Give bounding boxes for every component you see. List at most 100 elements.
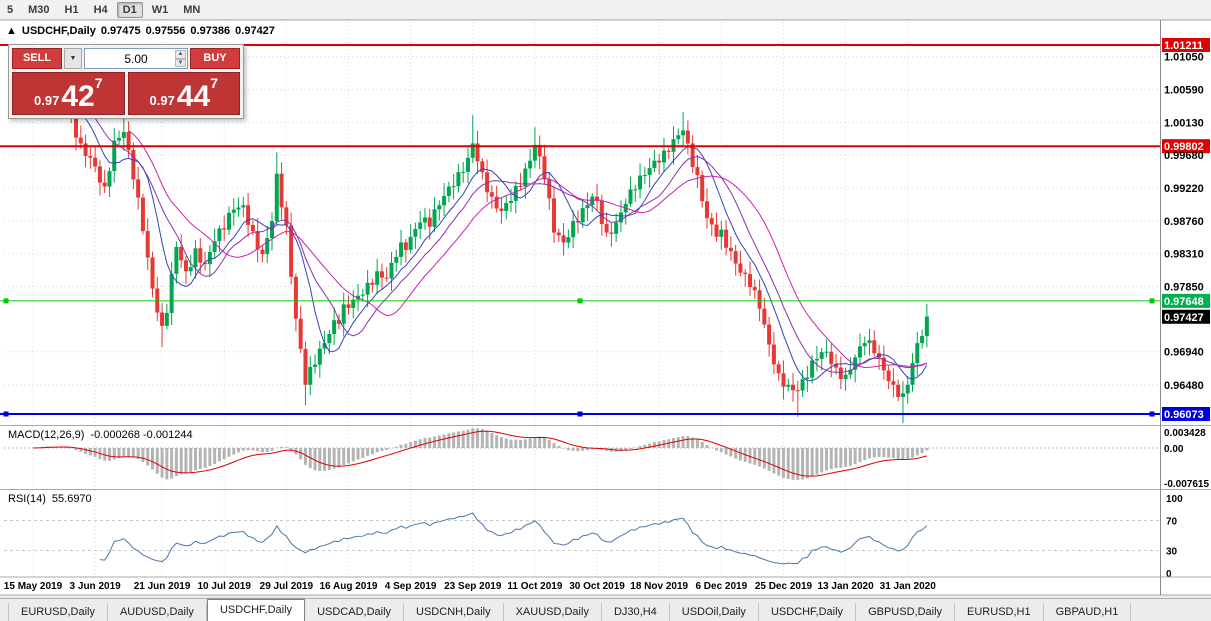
macd-panel: 0.003428 0.00 -0.007615: [4, 428, 1209, 490]
moving-average-8: [66, 94, 928, 382]
svg-text:3 Jun 2019: 3 Jun 2019: [70, 581, 122, 592]
sell-price-pip: 7: [94, 75, 103, 91]
svg-text:15 May 2019: 15 May 2019: [4, 581, 63, 592]
svg-text:25 Dec 2019: 25 Dec 2019: [755, 581, 813, 592]
sell-price-big: 42: [61, 80, 95, 113]
sell-price-prefix: 0.97: [34, 93, 60, 108]
moving-average-21: [128, 130, 928, 368]
timeframe-button-mn[interactable]: MN: [183, 3, 201, 16]
svg-text:0.97850: 0.97850: [1164, 281, 1204, 293]
buy-price-prefix: 0.97: [149, 93, 175, 108]
svg-text:0.98760: 0.98760: [1164, 216, 1204, 228]
volume-value: 5.00: [124, 51, 148, 66]
svg-text:6 Dec 2019: 6 Dec 2019: [695, 581, 747, 592]
rsi-panel: 100 70 30 0: [4, 494, 1183, 580]
timeframe-button-h1[interactable]: H1: [64, 3, 79, 16]
sell-button[interactable]: SELL: [12, 48, 62, 69]
svg-text:1.01050: 1.01050: [1164, 52, 1204, 64]
chart-tab-gbpaud-h1[interactable]: GBPAUD,H1: [1044, 603, 1132, 621]
svg-text:30 Oct 2019: 30 Oct 2019: [569, 581, 625, 592]
chart-shift-marker-icon: ▲: [6, 25, 17, 37]
price-badge-0.97427: [1162, 309, 1210, 324]
chart-tab-bar: EURUSD,Daily AUDUSD,Daily USDCHF,Daily USDC…: [0, 598, 1211, 621]
svg-text:0.00: 0.00: [1164, 444, 1184, 455]
svg-text:0.96940: 0.96940: [1164, 347, 1204, 359]
price-badge-0.96073: [1162, 407, 1210, 422]
macd-indicator-label: MACD(12,26,9) -0.000268 -0.001244: [8, 429, 199, 441]
buy-price-big: 44: [176, 80, 211, 113]
timeframe-button-w1[interactable]: W1: [151, 3, 169, 16]
moving-average-13: [89, 113, 928, 374]
svg-text:31 Jan 2020: 31 Jan 2020: [880, 581, 937, 592]
stepper-down-icon[interactable]: ▼: [175, 58, 186, 67]
ohlc-high: 0.97556: [145, 25, 186, 37]
volume-dropdown-button[interactable]: ▼: [64, 48, 82, 69]
svg-text:18 Nov 2019: 18 Nov 2019: [630, 581, 688, 592]
sell-price-display[interactable]: 0.97 42 7: [12, 72, 125, 115]
rsi-name: RSI(14): [8, 493, 46, 505]
one-click-trading-panel: SELL ▼ 5.00 ▲ ▼ BUY 0.97 42 7 0.97 44 7: [8, 44, 244, 119]
chart-tab-gbpusd-daily[interactable]: GBPUSD,Daily: [856, 603, 956, 621]
timeframe-button-d1[interactable]: D1: [116, 1, 143, 18]
macd-values: -0.000268 -0.001244: [90, 429, 193, 441]
chart-tab-usdchf-daily[interactable]: USDCHF,Daily: [206, 599, 306, 621]
svg-text:0.97648: 0.97648: [1164, 296, 1204, 308]
svg-text:1.00590: 1.00590: [1164, 85, 1204, 97]
volume-input[interactable]: 5.00 ▲ ▼: [84, 48, 188, 69]
svg-text:0.99680: 0.99680: [1164, 150, 1204, 162]
svg-text:1.01211: 1.01211: [1164, 40, 1203, 52]
timeframe-button-5[interactable]: 5: [7, 3, 14, 16]
svg-text:16 Aug 2019: 16 Aug 2019: [319, 581, 377, 592]
svg-text:4 Sep 2019: 4 Sep 2019: [385, 581, 437, 592]
svg-text:0.97427: 0.97427: [1164, 312, 1204, 324]
svg-text:0.98310: 0.98310: [1164, 248, 1204, 260]
ohlc-low: 0.97386: [190, 25, 231, 37]
chevron-down-icon: ▼: [69, 55, 77, 62]
svg-text:0.96073: 0.96073: [1164, 409, 1204, 421]
ohlc-open: 0.97475: [100, 25, 141, 37]
svg-text:-0.007615: -0.007615: [1164, 479, 1209, 490]
svg-text:0.99220: 0.99220: [1164, 183, 1204, 195]
date-axis: 15 May 2019 3 Jun 2019 21 Jun 2019 10 Jul 2…: [4, 581, 936, 592]
price-badge-0.97648: [1162, 293, 1210, 308]
chart-tab-eurusd-daily[interactable]: EURUSD,Daily: [8, 603, 108, 621]
svg-text:100: 100: [1166, 494, 1183, 505]
svg-text:21 Jun 2019: 21 Jun 2019: [134, 581, 191, 592]
stepper-up-icon[interactable]: ▲: [175, 50, 186, 59]
buy-price-display[interactable]: 0.97 44 7: [127, 72, 240, 115]
chart-tab-usdcad-daily[interactable]: USDCAD,Daily: [305, 603, 405, 621]
chart-symbol-label: USDCHF,Daily: [21, 25, 96, 37]
svg-text:0.003428: 0.003428: [1164, 428, 1206, 439]
svg-text:1.00130: 1.00130: [1164, 118, 1204, 130]
price-badge-1.01211: [1162, 38, 1210, 52]
svg-text:70: 70: [1166, 517, 1178, 528]
rsi-value: 55.6970: [51, 493, 92, 505]
svg-text:10 Jul 2019: 10 Jul 2019: [198, 581, 252, 592]
horizontal-level-lines[interactable]: [0, 44, 1160, 417]
chart-tab-usdchf-daily[interactable]: USDCHF,Daily: [759, 603, 857, 621]
chart-tab-audusd-daily[interactable]: AUDUSD,Daily: [108, 603, 207, 621]
chart-tab-xauusd-daily[interactable]: XAUUSD,Daily: [504, 603, 602, 621]
chart-tab-eurusd-h1[interactable]: EURUSD,H1: [955, 603, 1044, 621]
svg-text:0: 0: [1166, 569, 1172, 580]
rsi-indicator-label: RSI(14) 55.6970: [8, 493, 98, 505]
svg-text:0.99802: 0.99802: [1164, 141, 1204, 153]
macd-name: MACD(12,26,9): [8, 429, 85, 441]
svg-text:30: 30: [1166, 547, 1178, 558]
price-badge-0.99802: [1162, 139, 1210, 154]
svg-text:13 Jan 2020: 13 Jan 2020: [818, 581, 875, 592]
timeframe-button-m30[interactable]: M30: [28, 3, 50, 16]
chart-symbol-header: ▲ USDCHF,Daily 0.97475 0.97556 0.97386 0.9742…: [6, 25, 280, 37]
buy-button[interactable]: BUY: [190, 48, 240, 69]
chart-tab-usdcnh-daily[interactable]: USDCNH,Daily: [404, 603, 504, 621]
ohlc-close: 0.97427: [235, 25, 275, 37]
timeframe-button-h4[interactable]: H4: [93, 3, 108, 16]
chart-tab-dj30-h4[interactable]: DJ30,H4: [602, 603, 670, 621]
svg-text:0.96480: 0.96480: [1164, 380, 1204, 392]
volume-stepper[interactable]: ▲ ▼: [175, 50, 186, 67]
buy-price-pip: 7: [210, 75, 218, 91]
chart-tab-usdoil-daily[interactable]: USDOil,Daily: [670, 603, 759, 621]
svg-text:23 Sep 2019: 23 Sep 2019: [444, 581, 502, 592]
